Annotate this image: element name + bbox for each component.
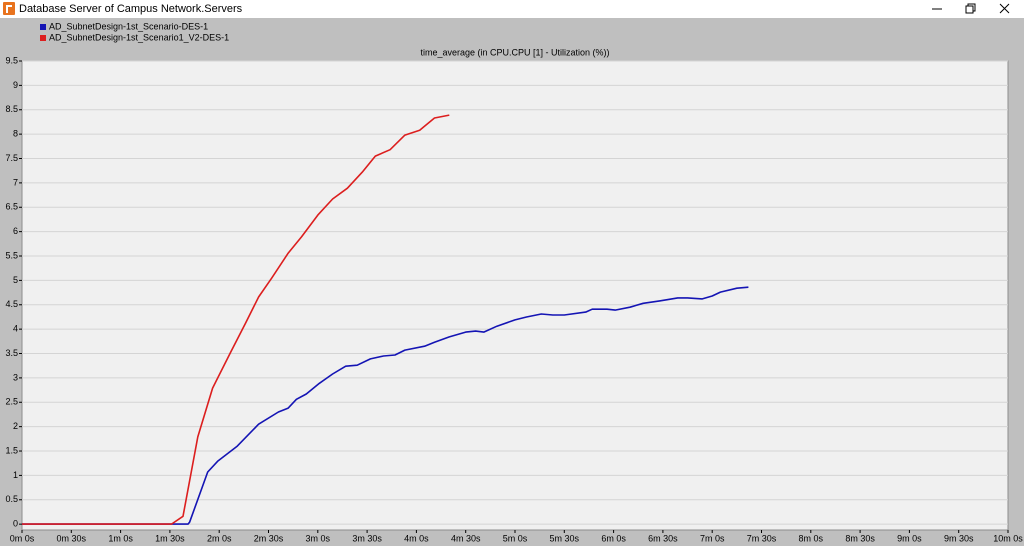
y-tick-label: 1.5 — [5, 445, 18, 455]
plot-area — [21, 60, 1009, 531]
y-tick-label: 9.5 — [5, 55, 18, 65]
restore-icon-front — [965, 5, 974, 14]
x-tick-label: 1m 30s — [155, 533, 185, 543]
x-tick-label: 0m 30s — [57, 533, 87, 543]
restore-icon-back — [967, 3, 976, 12]
x-tick-label: 4m 0s — [404, 533, 429, 543]
data-line — [22, 114, 450, 525]
y-tick-label: 8 — [13, 129, 18, 139]
x-tick-label: 0m 0s — [10, 533, 35, 543]
x-tick-label: 9m 30s — [944, 533, 974, 543]
y-tick-label: 4.5 — [5, 299, 18, 309]
y-tick-label: 5.5 — [5, 250, 18, 260]
x-tick-label: 2m 0s — [207, 533, 232, 543]
legend-label: AD_SubnetDesign-1st_Scenario-DES-1 — [49, 21, 208, 31]
y-tick-label: 0 — [13, 519, 18, 529]
data-line — [22, 286, 749, 525]
x-tick-label: 3m 30s — [352, 533, 382, 543]
y-tick-label: 2 — [13, 421, 18, 431]
title-bar — [0, 0, 1024, 18]
x-tick-label: 8m 0s — [799, 533, 824, 543]
x-tick-label: 1m 0s — [108, 533, 133, 543]
window-title: Database Server of Campus Network.Server… — [19, 3, 243, 15]
x-tick-label: 10m 0s — [993, 533, 1023, 543]
app-icon-glyph — [6, 5, 12, 13]
y-tick-label: 1 — [13, 470, 18, 480]
x-tick-label: 3m 0s — [306, 533, 331, 543]
restore-button[interactable] — [965, 3, 976, 14]
close-button[interactable] — [999, 3, 1010, 14]
x-tick-label: 7m 0s — [700, 533, 725, 543]
y-tick-label: 7 — [13, 177, 18, 187]
y-tick-label: 3 — [13, 372, 18, 382]
y-tick-label: 0.5 — [5, 494, 18, 504]
legend-swatch — [40, 24, 46, 30]
legend-label: AD_SubnetDesign-1st_Scenario1_V2-DES-1 — [49, 32, 229, 42]
x-tick-label: 5m 30s — [550, 533, 580, 543]
x-tick-label: 5m 0s — [503, 533, 528, 543]
y-tick-label: 6.5 — [5, 202, 18, 212]
chart-title: time_average (in CPU.CPU [1] - Utilizati… — [420, 47, 609, 57]
y-tick-label: 4 — [13, 324, 18, 334]
y-tick-label: 7.5 — [5, 153, 18, 163]
y-tick-label: 8.5 — [5, 104, 18, 114]
y-tick-label: 6 — [13, 226, 18, 236]
x-tick-label: 6m 30s — [648, 533, 678, 543]
x-tick-label: 4m 30s — [451, 533, 481, 543]
x-tick-label: 2m 30s — [254, 533, 284, 543]
x-tick-label: 9m 0s — [897, 533, 922, 543]
legend-swatch — [40, 35, 46, 41]
x-tick-label: 6m 0s — [601, 533, 626, 543]
x-tick-label: 8m 30s — [845, 533, 875, 543]
y-tick-label: 2.5 — [5, 397, 18, 407]
app-icon — [3, 2, 15, 15]
x-tick-label: 7m 30s — [747, 533, 777, 543]
y-tick-label: 5 — [13, 275, 18, 285]
y-tick-label: 9 — [13, 80, 18, 90]
y-tick-label: 3.5 — [5, 348, 18, 358]
